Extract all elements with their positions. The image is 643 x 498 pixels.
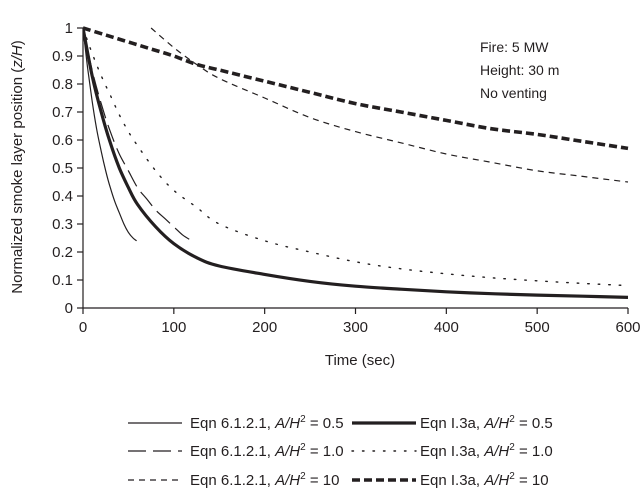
y-tick-label: 0.9 <box>52 48 73 65</box>
x-tick-label: 200 <box>252 319 277 336</box>
legend-label: Eqn I.3a, A/H2 = 0.5 <box>420 414 553 432</box>
series-layer <box>83 26 629 299</box>
legend-label: Eqn I.3a, A/H2 = 10 <box>420 471 549 489</box>
x-tick-label: 300 <box>343 319 368 336</box>
x-tick-label: 400 <box>434 319 459 336</box>
annotation-height: Height: 30 m <box>480 62 559 78</box>
legend-item-1: Eqn 6.1.2.1, A/H2 = 0.5 <box>128 414 344 432</box>
y-axis-title: Normalized smoke layer position (z/H) <box>9 40 26 293</box>
y-tick-label: 0.1 <box>52 272 73 289</box>
x-tick-label: 0 <box>79 319 87 336</box>
y-tick-label: 0.7 <box>52 104 73 121</box>
x-tick-label: 600 <box>615 319 640 336</box>
annotations: Fire: 5 MW Height: 30 m No venting <box>480 39 559 101</box>
x-tick-label: 100 <box>161 319 186 336</box>
legend-label: Eqn 6.1.2.1, A/H2 = 0.5 <box>190 414 344 432</box>
x-axis-title: Time (sec) <box>325 352 395 369</box>
legend-item-5: Eqn I.3a, A/H2 = 1.0 <box>351 442 553 460</box>
legend-label: Eqn I.3a, A/H2 = 1.0 <box>420 442 553 460</box>
y-tick-label: 0.3 <box>52 216 73 233</box>
series-line-6 <box>83 26 629 151</box>
y-tick-label: 1 <box>65 20 73 37</box>
series-line-3 <box>150 27 629 183</box>
legend-item-2: Eqn 6.1.2.1, A/H2 = 1.0 <box>128 442 344 460</box>
y-tick-label: 0.6 <box>52 132 73 149</box>
series-line-5 <box>83 27 629 287</box>
y-tick-label: 0.8 <box>52 76 73 93</box>
legend-item-3: Eqn 6.1.2.1, A/H2 = 10 <box>128 471 339 489</box>
annotation-venting: No venting <box>480 85 547 101</box>
legend-label: Eqn 6.1.2.1, A/H2 = 1.0 <box>190 442 344 460</box>
legend-item-4: Eqn I.3a, A/H2 = 0.5 <box>352 414 553 432</box>
legend: Eqn 6.1.2.1, A/H2 = 0.5 Eqn 6.1.2.1, A/H2… <box>128 414 553 489</box>
y-tick-label: 0 <box>65 300 73 317</box>
series-line-1 <box>83 27 137 242</box>
annotation-fire: Fire: 5 MW <box>480 39 549 55</box>
y-tick-label: 0.5 <box>52 160 73 177</box>
legend-item-6: Eqn I.3a, A/H2 = 10 <box>352 471 549 489</box>
x-tick-label: 500 <box>525 319 550 336</box>
y-tick-label: 0.4 <box>52 188 73 205</box>
series-line-2 <box>83 27 193 242</box>
legend-label: Eqn 6.1.2.1, A/H2 = 10 <box>190 471 339 489</box>
axes: 0 0.1 0.2 0.3 0.4 0.5 0.6 0.7 0.8 0.9 1 0 100 200 300 4… <box>52 20 640 336</box>
y-tick-label: 0.2 <box>52 244 73 261</box>
series-line-4 <box>83 27 629 299</box>
